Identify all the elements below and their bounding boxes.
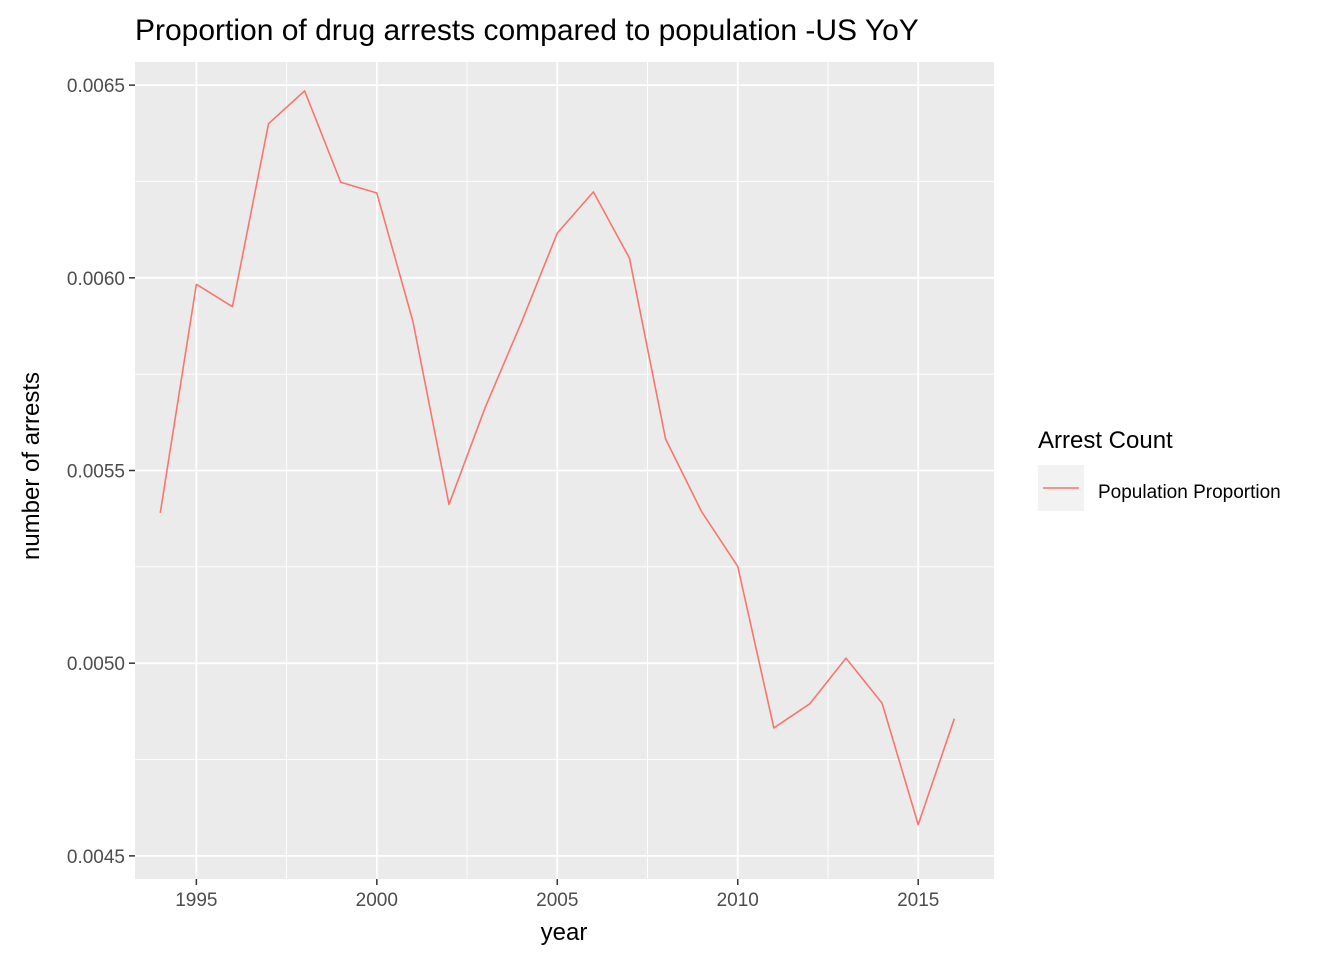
legend-label-population-proportion: Population Proportion	[1098, 482, 1281, 503]
x-axis-title: year	[541, 919, 588, 946]
chart-title: Proportion of drug arrests compared to p…	[135, 14, 919, 47]
series-line-population-proportion	[159, 90, 956, 826]
x-tick-label: 1995	[175, 890, 217, 911]
legend: Arrest Count Population Proportion	[1038, 427, 1281, 511]
y-tick-label: 0.0055	[67, 462, 125, 483]
x-tick-label: 2015	[897, 890, 939, 911]
major-gridlines	[135, 62, 994, 879]
legend-title: Arrest Count	[1038, 427, 1173, 454]
y-tick-label: 0.0050	[67, 654, 125, 675]
x-tick-label: 2000	[356, 890, 398, 911]
y-tick-label: 0.0065	[67, 76, 125, 97]
y-axis-title: number of arrests	[18, 372, 45, 560]
x-axis: 1995 2000 2005 2010 2015	[175, 879, 939, 911]
y-axis: 0.0045 0.0050 0.0055 0.0060 0.0065	[67, 76, 135, 868]
series-layer	[159, 90, 956, 826]
x-tick-label: 2010	[717, 890, 759, 911]
y-tick-label: 0.0045	[67, 847, 125, 868]
y-tick-label: 0.0060	[67, 269, 125, 290]
x-tick-label: 2005	[536, 890, 578, 911]
